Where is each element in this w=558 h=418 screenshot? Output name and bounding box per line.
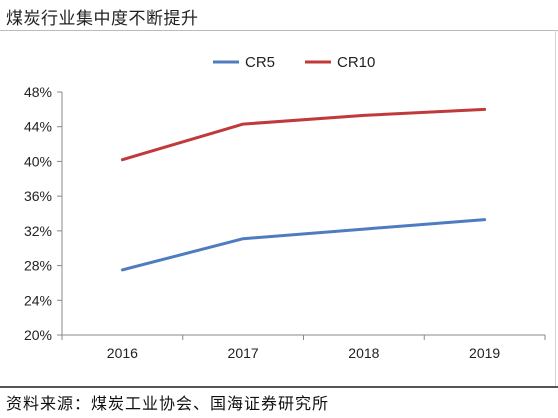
right-divider [555, 30, 556, 386]
y-tick-label: 44% [24, 119, 52, 135]
source-note: 资料来源：煤炭工业协会、国海证券研究所 [6, 394, 330, 413]
legend: CR5 CR10 [213, 54, 375, 71]
top-divider [0, 30, 558, 31]
y-tick-label: 20% [24, 327, 52, 343]
x-tick-label: 2017 [228, 345, 259, 361]
y-tick-label: 40% [24, 153, 52, 169]
legend-label-cr10: CR10 [337, 54, 375, 71]
x-tick-label: 2016 [107, 345, 138, 361]
tick-labels: 20% 24% 28% 32% 36% 40% 44% 48% 2016 2017 2018 2019 [24, 84, 500, 361]
y-tick-label: 36% [24, 188, 52, 204]
x-tick-label: 2019 [469, 345, 500, 361]
series-line-cr5 [120, 218, 487, 272]
y-tick-label: 28% [24, 258, 52, 274]
y-tick-label: 32% [24, 223, 52, 239]
series-line-cr10 [120, 107, 487, 162]
y-tick-label: 24% [24, 292, 52, 308]
bottom-divider [0, 386, 558, 388]
series-lines [120, 107, 487, 272]
axes [57, 91, 546, 340]
x-tick-label: 2018 [348, 345, 379, 361]
y-tick-label: 48% [24, 84, 52, 100]
legend-label-cr5: CR5 [245, 54, 275, 71]
chart-title: 煤炭行业集中度不断提升 [6, 9, 199, 29]
